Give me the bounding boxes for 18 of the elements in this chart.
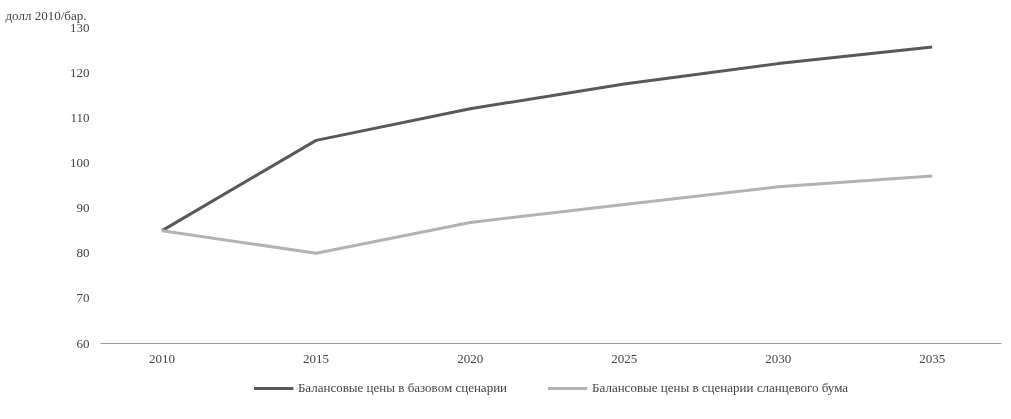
x-tick-label: 2025: [611, 350, 638, 366]
y-tick-label: 100: [70, 154, 90, 170]
legend-label: Балансовые цены в сценарии сланцевого бума: [592, 379, 849, 396]
y-tick-label: 110: [70, 109, 90, 125]
line-series: [160, 174, 934, 255]
y-tick-label: 90: [76, 200, 90, 216]
x-tick-label: 2010: [149, 350, 176, 366]
y-axis-title: долл 2010/бар.: [5, 7, 87, 23]
x-tick-label: 2015: [303, 350, 330, 366]
y-tick-label: 70: [76, 290, 90, 306]
x-tick-label: 2030: [765, 350, 792, 366]
line-series: [160, 45, 934, 233]
x-tick-label: 2035: [919, 350, 946, 366]
x-tick-label: 2020: [457, 350, 484, 366]
y-tick-label: 120: [70, 64, 90, 80]
legend-label: Балансовые цены в базовом сценарии: [297, 379, 508, 396]
y-tick-label: 60: [76, 335, 90, 351]
y-tick-label: 80: [76, 245, 90, 261]
